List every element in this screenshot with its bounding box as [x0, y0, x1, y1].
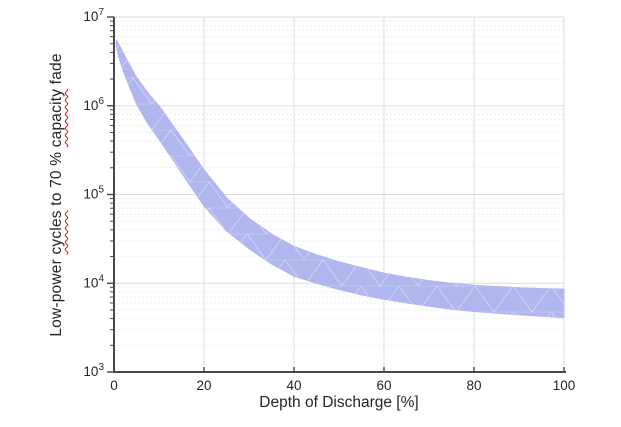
minor-gridlines	[114, 20, 564, 346]
ylabel-segment-misspelled: cycles	[48, 210, 65, 255]
y-tick-label: 106	[83, 96, 104, 113]
x-axis-label: Depth of Discharge [%]	[259, 394, 419, 411]
y-tick-labels: 103 104 105 106 107	[83, 7, 104, 379]
x-tick-label: 60	[376, 378, 391, 393]
cycle-life-band	[115, 39, 565, 319]
ylabel-segment: to 70 %	[48, 147, 65, 211]
minor-tick-marks	[110, 20, 114, 346]
tick-marks	[107, 16, 565, 373]
x-tick-label: 40	[286, 378, 301, 393]
x-tick-label: 100	[553, 378, 576, 393]
y-tick-label: 105	[83, 185, 104, 202]
y-tick-label: 107	[83, 7, 104, 24]
y-axis-label: Low-power cycles to 70 % capacity fade	[48, 53, 66, 336]
x-tick-label: 20	[196, 378, 211, 393]
x-tick-label: 80	[466, 378, 481, 393]
x-tick-labels: 0 20 40 60 80 100	[110, 378, 575, 393]
cycle-life-band-hatch	[116, 40, 565, 318]
ylabel-segment: fade	[48, 53, 65, 89]
ylabel-segment: Low-power	[48, 254, 65, 337]
x-tick-label: 0	[110, 378, 118, 393]
y-tick-label: 104	[83, 273, 104, 290]
y-tick-label: 103	[83, 362, 104, 379]
ylabel-segment-misspelled: capacity	[48, 88, 65, 148]
